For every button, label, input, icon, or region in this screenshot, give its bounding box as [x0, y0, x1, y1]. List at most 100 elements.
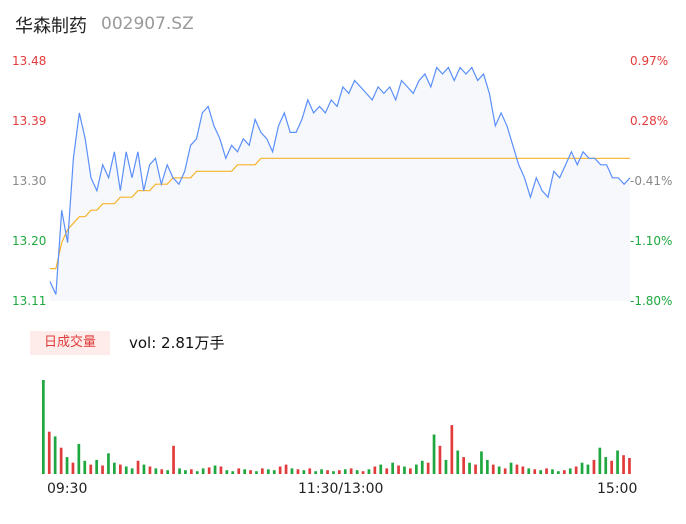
volume-bar — [184, 470, 187, 474]
volume-bar — [119, 464, 122, 474]
volume-bar — [450, 425, 454, 474]
volume-bar — [574, 466, 578, 474]
volume-summary: vol: 2.81万手 — [129, 334, 225, 352]
volume-bar — [142, 464, 146, 474]
volume-bar — [403, 466, 406, 474]
price-tick-4: 13.11 — [12, 294, 47, 308]
volume-bar — [551, 469, 554, 474]
volume-bar — [367, 469, 371, 474]
volume-bar — [598, 447, 602, 474]
volume-bar — [385, 468, 389, 474]
volume-bar — [47, 431, 51, 474]
volume-bar — [426, 462, 430, 474]
volume-bar — [231, 471, 235, 474]
price-tick-0: 13.48 — [12, 54, 47, 68]
pct-tick-2: -0.41% — [630, 174, 673, 188]
pct-tick-4: -1.80% — [630, 294, 673, 308]
volume-bar — [101, 465, 104, 474]
volume-bar — [539, 470, 542, 474]
volume-bar — [580, 462, 584, 474]
volume-bar — [237, 468, 241, 474]
volume-bar — [379, 464, 383, 474]
volume-bar — [243, 469, 246, 474]
volume-bar — [468, 462, 471, 474]
volume-bar — [604, 457, 608, 474]
volume-bar — [438, 445, 442, 474]
volume-bar — [486, 459, 489, 474]
volume-bar — [557, 471, 560, 474]
volume-bar — [308, 468, 312, 474]
volume-bar — [349, 468, 353, 474]
volume-bar — [391, 462, 394, 474]
volume-bar — [53, 436, 57, 474]
volume-bar — [107, 453, 110, 474]
volume-bar — [415, 464, 418, 474]
volume-bar — [261, 468, 264, 474]
volume-bar — [290, 468, 294, 474]
x-tick-open: 09:30 — [47, 481, 88, 497]
volume-bar — [154, 468, 158, 474]
x-tick-midday: 11:30/13:00 — [298, 481, 384, 497]
price-tick-1: 13.39 — [12, 114, 47, 128]
volume-bar — [343, 469, 347, 474]
volume-bar — [338, 470, 341, 474]
volume-bar — [373, 466, 377, 474]
volume-bar — [432, 434, 436, 474]
volume-bar — [497, 466, 501, 474]
volume-bar — [267, 469, 270, 474]
volume-bar — [355, 470, 359, 474]
volume-bar — [130, 468, 134, 474]
volume-bar — [284, 464, 288, 474]
volume-bar — [491, 464, 495, 474]
volume-bar — [225, 470, 229, 474]
volume-bar — [195, 471, 199, 474]
pct-tick-0: 0.97% — [630, 54, 669, 68]
volume-bar — [444, 459, 448, 474]
volume-bar — [503, 468, 507, 474]
volume-bar — [456, 450, 460, 474]
volume-bar — [124, 466, 128, 474]
volume-bar — [255, 471, 258, 474]
volume-bar — [160, 469, 164, 474]
volume-bar — [515, 464, 519, 474]
volume-tab[interactable]: 日成交量 — [30, 331, 110, 355]
volume-bar — [95, 459, 98, 474]
volume-bar — [89, 464, 93, 474]
volume-bar — [278, 466, 282, 474]
volume-bar — [361, 471, 365, 474]
price-tick-3: 13.20 — [12, 234, 47, 248]
volume-bar — [249, 470, 252, 474]
avg-price-line — [50, 157, 630, 270]
volume-bar — [616, 450, 619, 474]
volume-bar — [42, 380, 45, 474]
pct-tick-1: 0.28% — [630, 114, 669, 128]
volume-bar — [136, 460, 140, 474]
volume-bar — [219, 466, 223, 474]
volume-bar — [509, 462, 513, 474]
volume-bar — [628, 458, 631, 474]
volume-bar — [462, 457, 465, 474]
volume-bar — [332, 471, 335, 474]
volume-bar — [320, 469, 323, 474]
price-line — [49, 66, 631, 295]
x-tick-close: 15:00 — [597, 481, 638, 497]
volume-bar — [586, 464, 590, 474]
volume-bar — [71, 462, 75, 474]
volume-bar — [59, 447, 63, 474]
volume-bar — [148, 466, 152, 474]
volume-bar — [178, 468, 181, 474]
volume-bar — [521, 466, 525, 474]
volume-bar — [409, 468, 412, 474]
volume-bar — [592, 459, 596, 474]
volume-bar — [207, 467, 211, 474]
volume-bar — [190, 469, 193, 474]
volume-bar — [113, 462, 116, 474]
volume-bar — [568, 468, 572, 474]
volume-bar — [527, 468, 531, 474]
pct-tick-3: -1.10% — [630, 234, 673, 248]
volume-bar — [480, 451, 483, 474]
volume-bar — [201, 468, 205, 474]
volume-bar — [397, 465, 400, 474]
volume-bar — [610, 460, 613, 474]
